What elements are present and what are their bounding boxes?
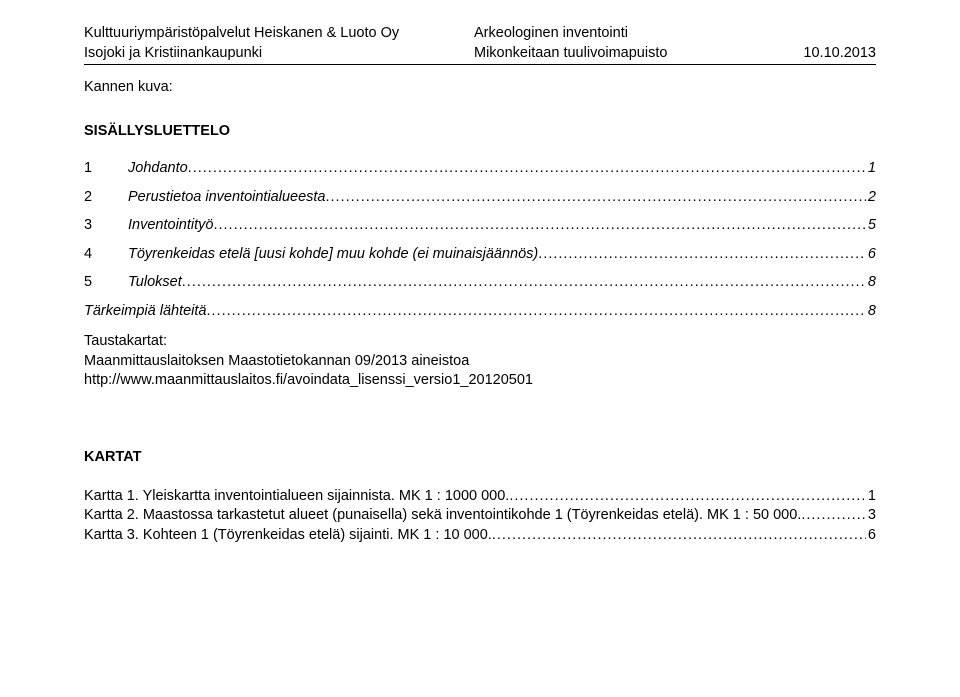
kartat-label: Kartta 3. Kohteen 1 (Töyrenkeidas etelä)… <box>84 526 492 546</box>
header-mid-line1: Arkeologinen inventointi <box>474 24 776 44</box>
toc-leader <box>188 161 866 176</box>
kartat-label: Kartta 2. Maastossa tarkastetut alueet (… <box>84 506 801 526</box>
kartat-page: 1 <box>866 487 876 507</box>
toc-page: 5 <box>866 218 876 233</box>
header-mid-line2: Mikonkeitaan tuulivoimapuisto <box>474 44 776 64</box>
toc-num: 3 <box>84 218 128 233</box>
taustakartat-block: Taustakartat: Maanmittauslaitoksen Maast… <box>84 332 876 391</box>
header-date: 10.10.2013 <box>776 44 876 64</box>
toc-num: 4 <box>84 247 128 262</box>
kartat-item: Kartta 1. Yleiskartta inventointialueen … <box>84 487 876 507</box>
kartat-leader <box>801 506 866 526</box>
header: Kulttuuriympäristöpalvelut Heiskanen & L… <box>84 24 876 65</box>
toc-label: Töyrenkeidas etelä [uusi kohde] muu kohd… <box>128 247 538 262</box>
toc-label: Tulokset <box>128 275 182 290</box>
toc-item: 1 Johdanto 1 <box>84 161 876 176</box>
header-org-line2: Isojoki ja Kristiinankaupunki <box>84 44 474 64</box>
toc: 1 Johdanto 1 2 Perustietoa inventointial… <box>84 161 876 318</box>
kartat-page: 3 <box>866 506 876 526</box>
toc-item: 3 Inventointityö 5 <box>84 218 876 233</box>
kartat-page: 6 <box>866 526 876 546</box>
taustakartat-line2: http://www.maanmittauslaitos.fi/avoindat… <box>84 371 876 391</box>
toc-sources: Tärkeimpiä lähteitä 8 <box>84 304 876 319</box>
taustakartat-heading: Taustakartat: <box>84 332 876 352</box>
toc-title: SISÄLLYSLUETTELO <box>84 123 876 139</box>
toc-leader <box>182 275 866 290</box>
toc-num: 2 <box>84 190 128 205</box>
toc-page: 1 <box>866 161 876 176</box>
toc-page: 2 <box>866 190 876 205</box>
toc-num: 1 <box>84 161 128 176</box>
cover-caption: Kannen kuva: <box>84 79 876 95</box>
kartat-item: Kartta 2. Maastossa tarkastetut alueet (… <box>84 506 876 526</box>
toc-label: Perustietoa inventointialueesta <box>128 190 326 205</box>
document-page: Kulttuuriympäristöpalvelut Heiskanen & L… <box>0 0 960 697</box>
header-row-2: Isojoki ja Kristiinankaupunki Mikonkeita… <box>84 44 876 64</box>
kartat-list: Kartta 1. Yleiskartta inventointialueen … <box>84 487 876 546</box>
header-date-blank <box>776 24 876 44</box>
header-org-line1: Kulttuuriympäristöpalvelut Heiskanen & L… <box>84 24 474 44</box>
toc-leader <box>326 190 866 205</box>
toc-item: 2 Perustietoa inventointialueesta 2 <box>84 190 876 205</box>
toc-sources-label: Tärkeimpiä lähteitä <box>84 304 207 319</box>
kartat-label: Kartta 1. Yleiskartta inventointialueen … <box>84 487 509 507</box>
taustakartat-line1: Maanmittauslaitoksen Maastotietokannan 0… <box>84 352 876 372</box>
toc-label: Johdanto <box>128 161 188 176</box>
toc-num: 5 <box>84 275 128 290</box>
toc-sources-page: 8 <box>866 304 876 319</box>
toc-leader <box>207 304 866 319</box>
toc-page: 8 <box>866 275 876 290</box>
toc-leader <box>538 247 866 262</box>
kartat-leader <box>492 526 866 546</box>
kartat-title: KARTAT <box>84 449 876 465</box>
toc-page: 6 <box>866 247 876 262</box>
kartat-leader <box>509 487 866 507</box>
kartat-item: Kartta 3. Kohteen 1 (Töyrenkeidas etelä)… <box>84 526 876 546</box>
toc-label: Inventointityö <box>128 218 213 233</box>
toc-leader <box>213 218 865 233</box>
toc-item: 4 Töyrenkeidas etelä [uusi kohde] muu ko… <box>84 247 876 262</box>
header-row-1: Kulttuuriympäristöpalvelut Heiskanen & L… <box>84 24 876 44</box>
toc-item: 5 Tulokset 8 <box>84 275 876 290</box>
